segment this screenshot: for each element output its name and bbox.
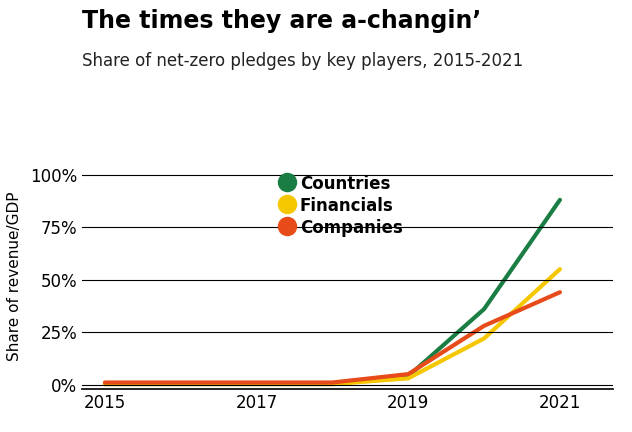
Countries	[329, 381, 336, 386]
Financials	[480, 336, 488, 341]
Financials	[253, 381, 260, 387]
Countries	[480, 306, 488, 311]
Y-axis label: Share of revenue/GDP: Share of revenue/GDP	[7, 192, 21, 361]
Countries	[253, 381, 260, 386]
Financials	[404, 376, 412, 381]
Financials	[177, 381, 185, 387]
Countries	[404, 374, 412, 379]
Companies	[101, 380, 109, 385]
Financials	[329, 381, 336, 387]
Legend: Countries, Financials, Companies: Countries, Financials, Companies	[276, 168, 409, 244]
Companies	[480, 323, 488, 328]
Line: Countries: Countries	[105, 200, 560, 384]
Companies	[329, 380, 336, 385]
Countries	[556, 197, 564, 203]
Text: The times they are a-changin’: The times they are a-changin’	[82, 9, 482, 33]
Companies	[404, 372, 412, 377]
Financials	[101, 381, 109, 387]
Line: Financials: Financials	[105, 269, 560, 384]
Financials	[556, 267, 564, 272]
Companies	[253, 380, 260, 385]
Countries	[101, 381, 109, 386]
Countries	[177, 381, 185, 386]
Text: Share of net-zero pledges by key players, 2015-2021: Share of net-zero pledges by key players…	[82, 52, 523, 70]
Line: Companies: Companies	[105, 292, 560, 382]
Companies	[556, 289, 564, 295]
Companies	[177, 380, 185, 385]
